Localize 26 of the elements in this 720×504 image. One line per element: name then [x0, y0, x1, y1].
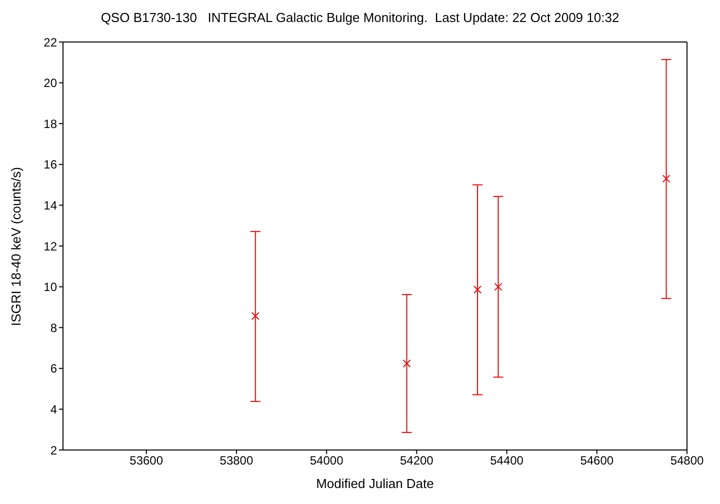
y-tick-label: 18	[44, 116, 58, 131]
y-tick-label: 20	[44, 76, 58, 90]
point	[474, 286, 482, 294]
x-axis-title: Modified Julian Date	[316, 476, 434, 491]
y-tick-label: 22	[44, 35, 58, 50]
x-tick-label: 54200	[400, 454, 434, 468]
point	[251, 312, 260, 320]
x-tick-label: 53800	[220, 454, 254, 468]
x-tick-label: 54600	[580, 454, 614, 468]
y-tick-label: 14	[44, 198, 58, 212]
point	[402, 360, 411, 368]
y-tick-label: 4	[50, 402, 58, 416]
y-tick-label: 8	[50, 320, 58, 335]
y-tick-label: 6	[50, 362, 58, 376]
x-tick-label: 53600	[130, 454, 164, 468]
point	[662, 174, 670, 183]
y-axis-title: ISGRI 18-40 keV (counts/s)	[8, 167, 24, 326]
x-tick-label: 54000	[310, 454, 344, 468]
x-tick-label: 54800	[670, 454, 704, 468]
y-tick-label: 10	[44, 280, 58, 294]
y-tick-label: 12	[44, 239, 58, 254]
chart-title: QSO B1730-130 INTEGRAL Galactic Bulge Monitoring. Last Update: 22 Oct 2009 10:32	[100, 10, 620, 25]
y-tick-label: 2	[50, 443, 58, 458]
x-tick-label: 54400	[490, 454, 524, 468]
y-tick-label: 16	[44, 158, 58, 172]
point	[494, 282, 502, 291]
